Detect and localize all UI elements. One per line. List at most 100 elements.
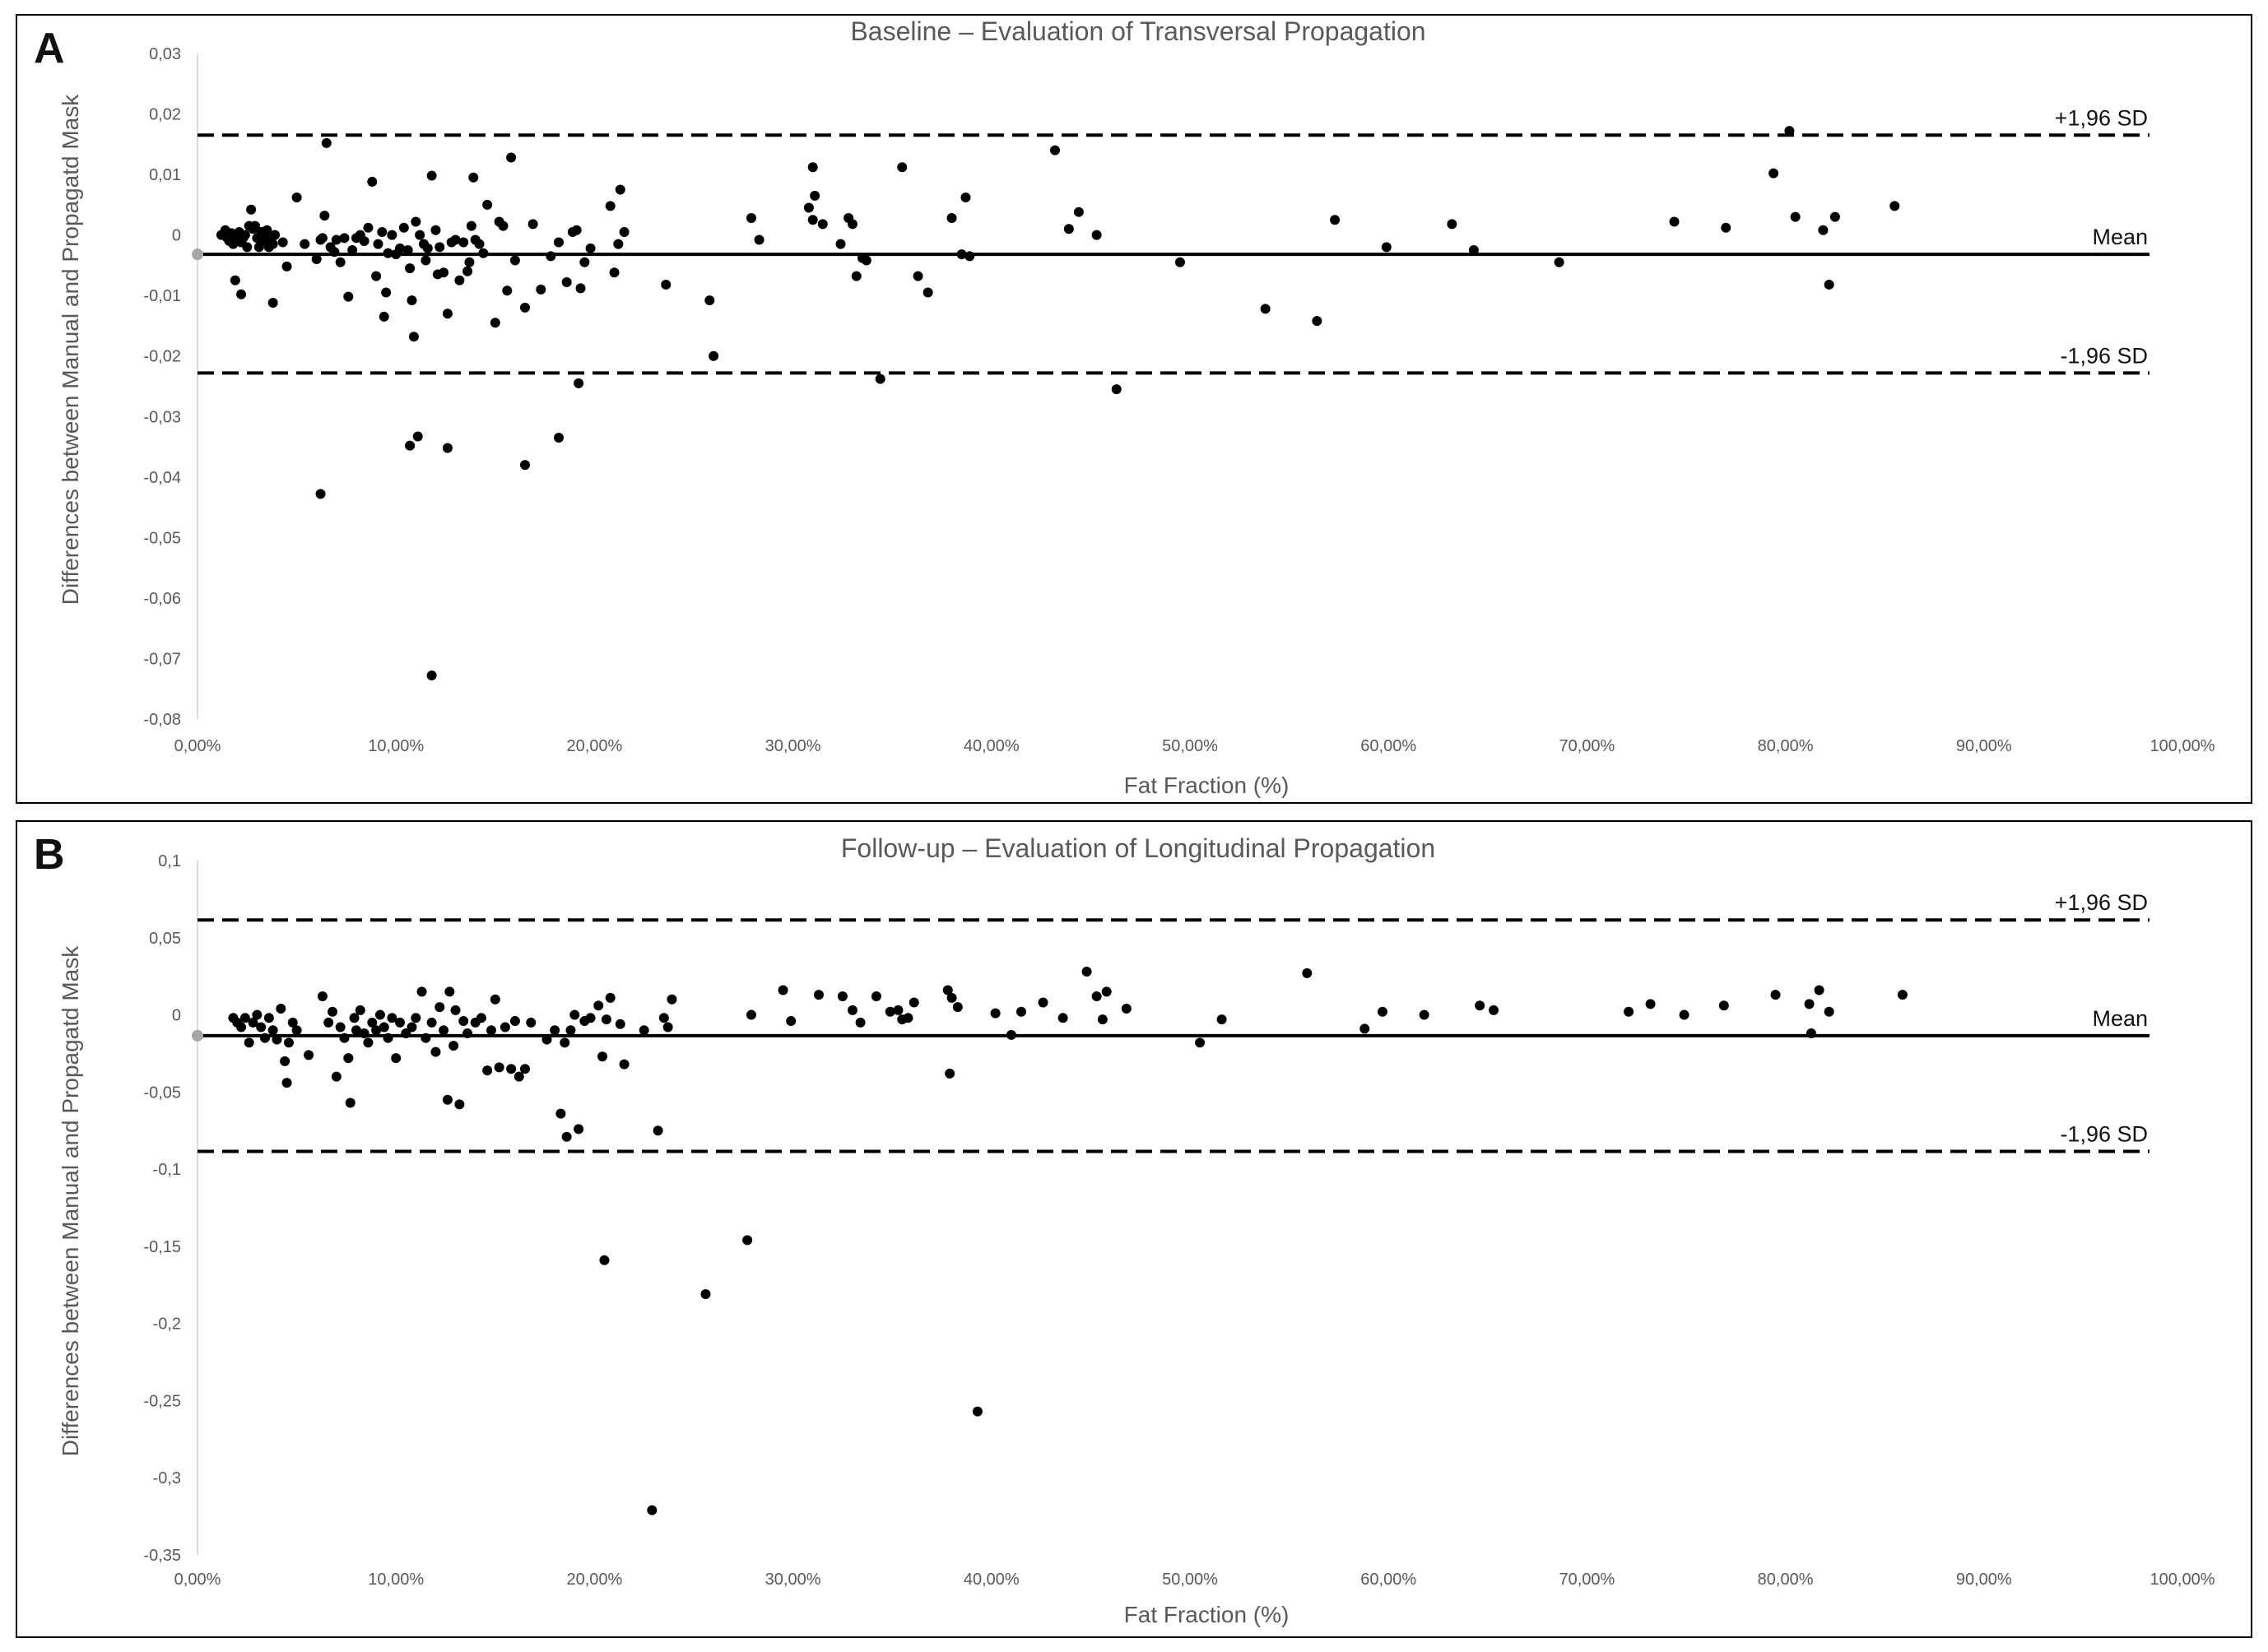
data-point (454, 275, 465, 285)
data-point (835, 239, 846, 249)
data-point (426, 1017, 437, 1028)
data-point (363, 222, 374, 233)
data-point (442, 309, 453, 319)
data-point (329, 247, 340, 258)
y-tick-label: 0,01 (149, 166, 181, 184)
data-point (813, 990, 824, 1000)
data-point (490, 994, 500, 1005)
data-point (1824, 1006, 1834, 1017)
upper-loa-label: +1,96 SD (2055, 105, 2148, 130)
data-point (321, 137, 332, 148)
data-point (1419, 1009, 1429, 1020)
data-point (536, 284, 546, 295)
data-point (343, 291, 354, 302)
data-point (281, 261, 292, 271)
data-point (897, 162, 908, 173)
data-point (267, 298, 278, 309)
data-point (1804, 999, 1815, 1009)
data-point (1489, 1005, 1499, 1015)
lower-loa-label: -1,96 SD (2060, 343, 2148, 368)
upper-loa-label: +1,96 SD (2055, 890, 2148, 915)
data-point (482, 199, 493, 210)
data-point (267, 1025, 278, 1036)
panel-a: A Baseline – Evaluation of Transversal P… (16, 14, 2252, 804)
chart-b: Follow-up – Evaluation of Longitudinal P… (58, 833, 2215, 1627)
data-point (494, 1062, 504, 1073)
data-point (412, 431, 423, 442)
data-point (248, 1017, 258, 1028)
y-tick-label: -0,03 (143, 408, 181, 426)
data-point (339, 1032, 350, 1043)
plot-area: 0,1 0,05 0 -0,05 -0,1 -0,15 -0,2 -0,25 -0,3 -0,35… (143, 852, 2215, 1589)
data-point (349, 1013, 360, 1023)
data-point (851, 271, 862, 281)
mean-marker (192, 248, 203, 261)
y-tick-label: -0,01 (143, 287, 181, 305)
data-point (458, 237, 469, 248)
data-point (550, 1025, 560, 1036)
data-point (430, 1046, 441, 1057)
data-point (1006, 1029, 1016, 1040)
data-point (291, 1025, 302, 1036)
y-axis-label: Differences between Manual and Propagatd… (58, 94, 83, 606)
data-point (411, 1013, 421, 1023)
x-tick-label: 0,00% (174, 1571, 221, 1589)
data-point (315, 489, 326, 499)
data-point (448, 1041, 459, 1051)
data-point (609, 267, 620, 278)
data-point (244, 1037, 254, 1048)
data-point (422, 243, 433, 253)
data-point (262, 225, 272, 235)
data-point (601, 1014, 611, 1025)
data-point (861, 255, 871, 266)
data-point (585, 243, 596, 253)
data-point (405, 440, 416, 451)
data-point (304, 1050, 314, 1060)
data-point (885, 1006, 895, 1017)
data-point (661, 279, 672, 290)
panel-letter: B (34, 831, 65, 879)
x-tick-label: 100,00% (2150, 737, 2215, 755)
data-point (379, 1022, 389, 1032)
data-point (263, 1013, 274, 1023)
data-point (319, 211, 330, 221)
data-point (371, 271, 382, 281)
panel-letter: A (34, 25, 65, 72)
data-point (347, 245, 358, 256)
data-point (913, 271, 923, 281)
data-point (807, 215, 818, 225)
data-point (395, 243, 406, 253)
data-point (1330, 215, 1341, 225)
data-point (1824, 279, 1834, 290)
data-point (579, 257, 590, 267)
data-point (561, 1131, 572, 1142)
data-point (421, 255, 431, 266)
data-point (1049, 145, 1060, 155)
data-point (952, 1002, 963, 1013)
data-point (500, 1022, 510, 1032)
data-point (1818, 225, 1829, 235)
data-point (478, 248, 489, 258)
data-point (509, 1016, 520, 1027)
data-point (960, 193, 971, 203)
data-point (367, 176, 378, 187)
data-point (619, 226, 630, 237)
x-tick-label: 30,00% (765, 1571, 821, 1589)
data-point (956, 249, 967, 260)
data-point (1897, 990, 1908, 1000)
data-point (442, 1094, 453, 1105)
data-point (256, 1022, 267, 1032)
data-point (615, 184, 625, 195)
data-point (435, 1002, 445, 1013)
data-point (407, 295, 417, 306)
data-point (1806, 1028, 1816, 1039)
data-point (236, 289, 247, 299)
data-point (1468, 245, 1479, 256)
data-point (291, 193, 302, 203)
data-point (1111, 384, 1122, 395)
data-point (565, 1025, 576, 1036)
data-point (444, 986, 455, 997)
data-point (647, 1505, 658, 1515)
data-point (474, 239, 485, 249)
data-point (335, 257, 346, 267)
